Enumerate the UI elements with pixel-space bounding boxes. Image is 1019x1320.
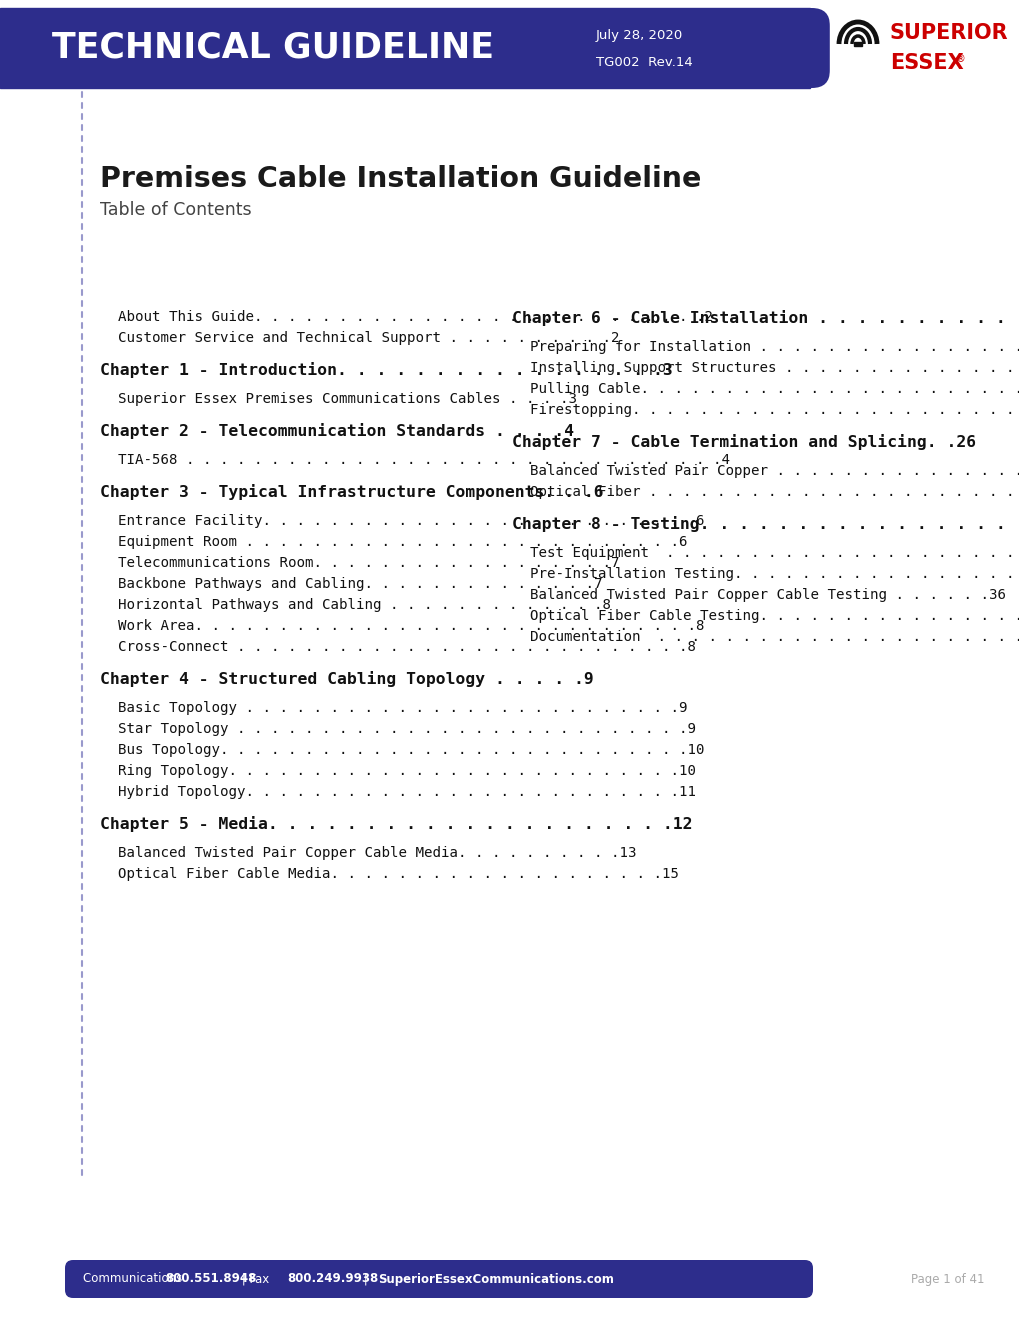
Text: Chapter 5 - Media. . . . . . . . . . . . . . . . . . . . .12: Chapter 5 - Media. . . . . . . . . . . .… — [100, 816, 692, 832]
Text: Chapter 3 - Typical Infrastructure Components. . .6: Chapter 3 - Typical Infrastructure Compo… — [100, 484, 603, 500]
Text: Chapter 1 - Introduction. . . . . . . . . . . . . . . . .3: Chapter 1 - Introduction. . . . . . . . … — [100, 362, 673, 378]
Text: Optical Fiber Cable Media. . . . . . . . . . . . . . . . . . . .15: Optical Fiber Cable Media. . . . . . . .… — [118, 867, 679, 880]
Text: | Fax: | Fax — [237, 1272, 273, 1286]
Text: Bus Topology. . . . . . . . . . . . . . . . . . . . . . . . . . . .10: Bus Topology. . . . . . . . . . . . . . … — [118, 743, 704, 756]
Text: Customer Service and Technical Support . . . . . . . . . .2: Customer Service and Technical Support .… — [118, 331, 619, 345]
Text: Test Equipment  . . . . . . . . . . . . . . . . . . . . . . . . .36: Test Equipment . . . . . . . . . . . . .… — [530, 546, 1019, 560]
Text: ®: ® — [955, 54, 965, 63]
Bar — [853, 42, 861, 46]
Text: About This Guide. . . . . . . . . . . . . . . . . . . . . . . . . . .2: About This Guide. . . . . . . . . . . . … — [118, 310, 712, 323]
Text: Chapter 6 - Cable Installation . . . . . . . . . . . . .17: Chapter 6 - Cable Installation . . . . .… — [512, 310, 1019, 326]
Text: Pulling Cable. . . . . . . . . . . . . . . . . . . . . . . . . . . .23: Pulling Cable. . . . . . . . . . . . . .… — [530, 381, 1019, 396]
Text: TG002  Rev.14: TG002 Rev.14 — [595, 55, 692, 69]
Text: Telecommunications Room. . . . . . . . . . . . . . . . . .7: Telecommunications Room. . . . . . . . .… — [118, 556, 619, 570]
Text: Horizontal Pathways and Cabling . . . . . . . . . . . . .8: Horizontal Pathways and Cabling . . . . … — [118, 598, 610, 612]
Text: Page 1 of 41: Page 1 of 41 — [911, 1272, 984, 1286]
Text: Ring Topology. . . . . . . . . . . . . . . . . . . . . . . . . . .10: Ring Topology. . . . . . . . . . . . . .… — [118, 764, 695, 777]
Text: 800.551.8948: 800.551.8948 — [165, 1272, 256, 1286]
Text: Installing Support Structures . . . . . . . . . . . . . . . .22: Installing Support Structures . . . . . … — [530, 360, 1019, 375]
Text: Documentation  . . . . . . . . . . . . . . . . . . . . . . . . . .41: Documentation . . . . . . . . . . . . . … — [530, 630, 1019, 644]
Text: TECHNICAL GUIDELINE: TECHNICAL GUIDELINE — [52, 30, 493, 65]
Text: Premises Cable Installation Guideline: Premises Cable Installation Guideline — [100, 165, 701, 193]
Text: SuperiorEssexCommunications.com: SuperiorEssexCommunications.com — [378, 1272, 613, 1286]
Text: TIA-568 . . . . . . . . . . . . . . . . . . . . . . . . . . . . . . . .4: TIA-568 . . . . . . . . . . . . . . . . … — [118, 453, 730, 467]
Text: Star Topology . . . . . . . . . . . . . . . . . . . . . . . . . . .9: Star Topology . . . . . . . . . . . . . … — [118, 722, 695, 737]
Text: Pre-Installation Testing. . . . . . . . . . . . . . . . . . . .36: Pre-Installation Testing. . . . . . . . … — [530, 568, 1019, 581]
Text: Basic Topology . . . . . . . . . . . . . . . . . . . . . . . . . .9: Basic Topology . . . . . . . . . . . . .… — [118, 701, 687, 715]
Text: ESSEX: ESSEX — [890, 53, 963, 74]
Text: Backbone Pathways and Cabling. . . . . . . . . . . . . .7: Backbone Pathways and Cabling. . . . . .… — [118, 577, 602, 591]
Text: Optical Fiber . . . . . . . . . . . . . . . . . . . . . . . . . . .32: Optical Fiber . . . . . . . . . . . . . … — [530, 484, 1019, 499]
Bar — [829, 3, 1014, 92]
Bar — [0, 8, 809, 88]
Text: Communications: Communications — [83, 1272, 185, 1286]
Text: Firestopping. . . . . . . . . . . . . . . . . . . . . . . . . . . .25: Firestopping. . . . . . . . . . . . . . … — [530, 403, 1019, 417]
Text: Preparing for Installation . . . . . . . . . . . . . . . . . . .17: Preparing for Installation . . . . . . .… — [530, 341, 1019, 354]
Text: Entrance Facility. . . . . . . . . . . . . . . . . . . . . . . . . .6: Entrance Facility. . . . . . . . . . . .… — [118, 513, 704, 528]
Text: Hybrid Topology. . . . . . . . . . . . . . . . . . . . . . . . . .11: Hybrid Topology. . . . . . . . . . . . .… — [118, 785, 695, 799]
Text: Cross-Connect . . . . . . . . . . . . . . . . . . . . . . . . . . .8: Cross-Connect . . . . . . . . . . . . . … — [118, 640, 695, 653]
Text: Balanced Twisted Pair Copper . . . . . . . . . . . . . . .26: Balanced Twisted Pair Copper . . . . . .… — [530, 465, 1019, 478]
Text: |: | — [360, 1272, 371, 1286]
FancyBboxPatch shape — [65, 1261, 812, 1298]
FancyBboxPatch shape — [0, 8, 829, 88]
Text: July 28, 2020: July 28, 2020 — [595, 29, 683, 42]
Text: Chapter 8 - Testing. . . . . . . . . . . . . . . . . . . . .35: Chapter 8 - Testing. . . . . . . . . . .… — [512, 516, 1019, 532]
Bar — [839, 44, 876, 50]
Text: Chapter 4 - Structured Cabling Topology . . . . .9: Chapter 4 - Structured Cabling Topology … — [100, 671, 593, 686]
Text: 800.249.9938: 800.249.9938 — [286, 1272, 378, 1286]
Text: Optical Fiber Cable Testing. . . . . . . . . . . . . . . . . .39: Optical Fiber Cable Testing. . . . . . .… — [530, 609, 1019, 623]
Text: Work Area. . . . . . . . . . . . . . . . . . . . . . . . . . . . . .8: Work Area. . . . . . . . . . . . . . . .… — [118, 619, 704, 634]
Text: Superior Essex Premises Communications Cables . . . .3: Superior Essex Premises Communications C… — [118, 392, 577, 407]
Text: Equipment Room . . . . . . . . . . . . . . . . . . . . . . . . . .6: Equipment Room . . . . . . . . . . . . .… — [118, 535, 687, 549]
Text: Chapter 2 - Telecommunication Standards . . . .4: Chapter 2 - Telecommunication Standards … — [100, 422, 574, 440]
Text: Chapter 7 - Cable Termination and Splicing. .26: Chapter 7 - Cable Termination and Splici… — [512, 434, 975, 450]
Text: Table of Contents: Table of Contents — [100, 201, 252, 219]
Text: Balanced Twisted Pair Copper Cable Testing . . . . . .36: Balanced Twisted Pair Copper Cable Testi… — [530, 587, 1005, 602]
Text: Balanced Twisted Pair Copper Cable Media. . . . . . . . . .13: Balanced Twisted Pair Copper Cable Media… — [118, 846, 636, 861]
Text: SUPERIOR: SUPERIOR — [890, 22, 1008, 42]
